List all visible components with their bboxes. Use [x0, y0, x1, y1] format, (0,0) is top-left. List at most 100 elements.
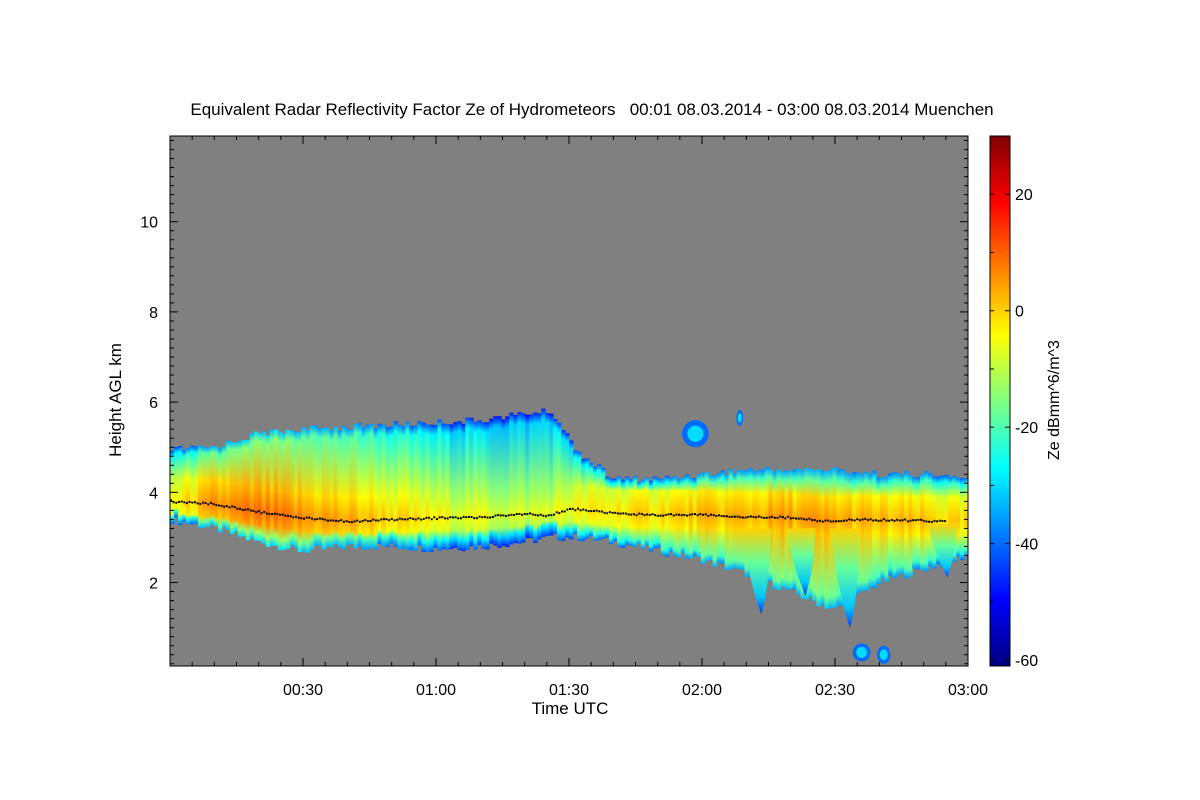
echo-column [181, 450, 187, 522]
melting-layer-point [874, 519, 877, 522]
melting-layer-point [281, 513, 284, 516]
melting-layer-point [566, 508, 569, 511]
melting-layer-point [329, 519, 332, 522]
melting-layer-point [265, 512, 268, 515]
melting-layer-point [443, 517, 446, 520]
melting-layer-point [526, 513, 529, 516]
echo-column [481, 422, 486, 549]
echo-column [513, 414, 518, 544]
melting-layer-point [252, 509, 255, 512]
melting-layer-point [412, 517, 415, 520]
melting-layer-point [563, 510, 566, 513]
echo-column [409, 425, 414, 551]
melting-layer-point [225, 505, 228, 508]
melting-layer-point [292, 516, 295, 519]
melting-layer-point [837, 520, 840, 523]
melting-layer-point [606, 512, 609, 515]
echo-column [541, 408, 546, 537]
melting-layer-point [196, 502, 199, 505]
melting-layer-point [215, 504, 218, 507]
melting-layer-point [420, 518, 423, 521]
melting-layer-point [755, 516, 758, 519]
melting-layer-point [811, 519, 814, 522]
melting-layer-point [739, 516, 742, 519]
echo-column [405, 421, 410, 550]
echo-column [952, 475, 957, 562]
y-tick-label: 8 [149, 305, 158, 322]
echo-column [473, 421, 478, 550]
melting-layer-point [675, 513, 678, 516]
melting-layer-point [898, 519, 901, 522]
echo-column [588, 463, 594, 536]
melting-layer-point [773, 516, 776, 519]
echo-column [493, 416, 498, 546]
melting-layer-point [768, 516, 771, 519]
melting-layer-point [747, 515, 750, 518]
echo-column [269, 429, 275, 546]
melting-layer-point [491, 516, 494, 519]
melting-layer-point [816, 520, 819, 523]
melting-layer-point [326, 519, 329, 522]
melting-layer-point [318, 517, 321, 520]
echo-column [241, 439, 247, 537]
melting-layer-point [217, 504, 220, 507]
melting-layer-point [518, 513, 521, 516]
melting-layer-point [201, 501, 204, 504]
melting-layer-point [430, 518, 433, 521]
echo-column [313, 425, 319, 546]
echo-column [365, 424, 371, 550]
echo-column [333, 426, 339, 545]
echo-column [509, 412, 514, 545]
echo-column [628, 479, 634, 546]
melting-layer-point [882, 518, 885, 521]
echo-column [221, 446, 227, 528]
melting-layer-point [454, 516, 457, 519]
melting-layer-point [672, 514, 675, 517]
melting-layer-point [505, 515, 508, 518]
melting-layer-point [880, 519, 883, 522]
melting-layer-point [850, 518, 853, 521]
melting-layer-point [888, 519, 891, 522]
echo-column [644, 477, 650, 545]
melting-layer-point [409, 517, 412, 520]
melting-layer-point [332, 519, 335, 522]
echo-column [920, 474, 925, 570]
melting-layer-point [845, 519, 848, 522]
melting-layer-point [561, 510, 564, 513]
melting-layer-point [223, 505, 226, 508]
melting-layer-point [659, 514, 662, 517]
melting-layer-point [651, 513, 654, 516]
melting-layer-point [640, 512, 643, 515]
colorbar-label: Ze dBmm^6/m^3 [1046, 340, 1063, 460]
melting-layer-point [709, 513, 712, 516]
melting-layer-point [702, 513, 704, 516]
melting-layer-point [321, 518, 324, 521]
melting-layer-point [614, 511, 617, 514]
melting-layer-point [906, 520, 909, 523]
melting-layer-point [914, 519, 917, 522]
echo-column [780, 472, 786, 587]
echo-column [485, 422, 490, 550]
echo-column [700, 472, 706, 565]
echo-column [936, 476, 941, 565]
melting-layer-point [858, 519, 861, 522]
echo-column [381, 424, 387, 547]
echo-column [608, 478, 614, 545]
melting-layer-point [848, 518, 851, 521]
melting-layer-point [646, 513, 649, 516]
echo-column [237, 441, 243, 537]
melting-layer-point [481, 516, 484, 519]
y-tick-label: 4 [149, 485, 158, 502]
melting-layer-point [475, 517, 478, 520]
echo-column [353, 423, 359, 549]
melting-layer-point [233, 506, 236, 509]
echo-column [193, 446, 199, 524]
melting-layer-point [616, 512, 619, 515]
echo-column [616, 476, 622, 547]
echo-column [445, 424, 450, 550]
melting-layer-point [608, 511, 611, 514]
melting-layer-point [531, 513, 534, 516]
echo-column [297, 432, 303, 553]
melting-layer-point [707, 514, 710, 517]
melting-layer-point [904, 518, 907, 521]
